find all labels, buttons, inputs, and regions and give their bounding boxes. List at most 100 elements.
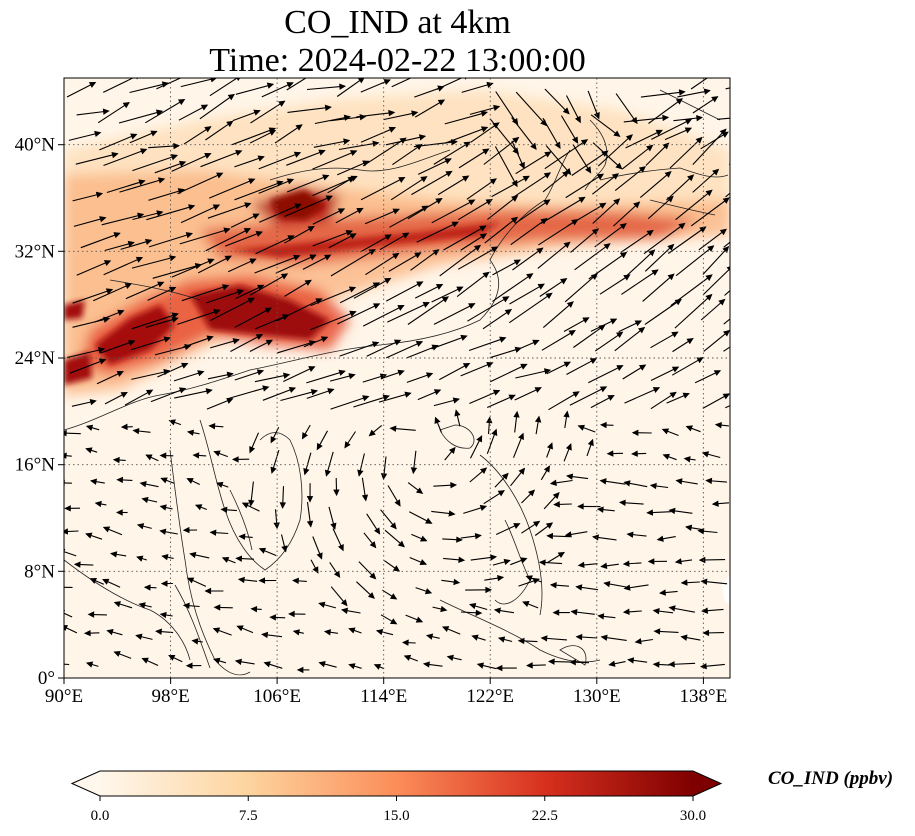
wind-vector-arrowhead bbox=[333, 570, 341, 578]
wind-vector-arrowhead bbox=[462, 362, 471, 369]
wind-vector-shaft bbox=[510, 218, 548, 246]
wind-vector-shaft bbox=[80, 232, 120, 249]
wind-vector-arrowhead bbox=[213, 657, 221, 664]
wind-vector-arrowhead bbox=[98, 358, 107, 365]
wind-vector-shaft bbox=[385, 281, 423, 302]
wind-vector-arrowhead bbox=[702, 629, 710, 637]
longitude-axis: 90°E 98°E 106°E 114°E 122°E 130°E 138°E bbox=[45, 678, 727, 707]
wind-vector-arrowhead bbox=[410, 467, 418, 475]
wind-vector-shaft bbox=[103, 148, 147, 167]
wind-vector-arrowhead bbox=[571, 219, 579, 226]
wind-vector-arrowhead bbox=[669, 391, 677, 399]
wind-vector-arrowhead bbox=[682, 392, 690, 399]
wind-vector-arrowhead bbox=[205, 388, 213, 395]
wind-vector-shaft bbox=[330, 395, 369, 410]
wind-vector-shaft bbox=[730, 195, 751, 217]
wind-vector-arrowhead bbox=[626, 531, 634, 538]
wind-vector-arrowhead bbox=[667, 243, 675, 251]
wind-vector-shaft bbox=[669, 137, 703, 169]
wind-vector-arrowhead bbox=[333, 489, 340, 497]
wind-vector-shaft bbox=[306, 370, 345, 384]
wind-vector-arrowhead bbox=[401, 639, 409, 646]
wind-vector-arrowhead bbox=[638, 364, 647, 371]
wind-vector-arrowhead bbox=[244, 202, 252, 209]
wind-vector-arrowhead bbox=[204, 152, 212, 159]
wind-vector-arrowhead bbox=[161, 554, 169, 561]
wind-vector-arrowhead bbox=[286, 178, 295, 185]
wind-vector-arrowhead bbox=[497, 636, 506, 643]
wind-vector-shaft bbox=[152, 264, 202, 279]
wind-vector-arrowhead bbox=[480, 110, 489, 117]
wind-vector-arrowhead bbox=[596, 173, 605, 180]
wind-vector-arrowhead bbox=[213, 309, 221, 316]
wind-vector-arrowhead bbox=[120, 391, 128, 398]
wind-vector-arrowhead bbox=[545, 292, 553, 300]
wind-vector-arrowhead bbox=[508, 394, 516, 401]
wind-vector-arrowhead bbox=[655, 129, 663, 136]
wind-vector-arrowhead bbox=[698, 556, 706, 564]
wind-vector-arrowhead bbox=[577, 561, 585, 569]
wind-vector-arrowhead bbox=[537, 283, 545, 290]
wind-vector-shaft bbox=[730, 131, 756, 147]
wind-vector-shaft bbox=[234, 307, 272, 328]
wind-vector-shaft bbox=[692, 169, 719, 193]
wind-vector-arrowhead bbox=[486, 361, 494, 368]
wind-vector-arrowhead bbox=[745, 334, 750, 339]
wind-vector-arrowhead bbox=[141, 496, 149, 504]
wind-vector-arrowhead bbox=[265, 339, 274, 346]
wind-vector-arrowhead bbox=[577, 424, 585, 431]
wind-vector-arrowhead bbox=[362, 395, 370, 402]
wind-vector-arrowhead bbox=[747, 365, 752, 370]
wind-vector-shaft bbox=[460, 362, 493, 377]
wind-vector-arrowhead bbox=[248, 499, 255, 507]
wind-vector-shaft bbox=[484, 216, 518, 244]
wind-vector-arrowhead bbox=[204, 126, 212, 133]
wind-vector-arrowhead bbox=[188, 204, 196, 211]
wind-vector-arrowhead bbox=[683, 456, 691, 463]
wind-vector-arrowhead bbox=[686, 337, 694, 345]
wind-vector-arrowhead bbox=[577, 503, 584, 510]
wind-vector-shaft bbox=[283, 366, 315, 382]
wind-vector-arrowhead bbox=[661, 428, 670, 435]
wind-vector-arrowhead bbox=[144, 238, 153, 246]
wind-vector-shaft bbox=[197, 255, 232, 274]
wind-vector-arrowhead bbox=[88, 81, 97, 88]
wind-vector-shaft bbox=[590, 114, 620, 137]
wind-vector-shaft bbox=[171, 258, 214, 278]
wind-vector-arrowhead bbox=[526, 662, 533, 669]
wind-vector-arrowhead bbox=[680, 634, 688, 641]
wind-vector-arrowhead bbox=[493, 104, 501, 112]
wind-vector-arrowhead bbox=[543, 465, 550, 473]
wind-vector-shaft bbox=[118, 110, 163, 124]
wind-vector-arrowhead bbox=[136, 555, 144, 562]
wind-vector-arrowhead bbox=[513, 259, 522, 266]
wind-vector-arrowhead bbox=[141, 657, 149, 664]
wind-vector-arrowhead bbox=[389, 618, 398, 625]
colorbar-tick-label: 7.5 bbox=[239, 808, 258, 824]
wind-vector-shaft bbox=[312, 150, 357, 170]
wind-vector-arrowhead bbox=[171, 312, 179, 319]
wind-vector-arrowhead bbox=[171, 316, 179, 323]
wind-vector-arrowhead bbox=[503, 558, 511, 566]
wind-vector-arrowhead bbox=[220, 506, 228, 514]
wind-vector-shaft bbox=[119, 178, 165, 193]
wind-vector-shaft bbox=[200, 150, 242, 168]
wind-vector-arrowhead bbox=[186, 429, 195, 436]
wind-vector-shaft bbox=[414, 99, 445, 118]
wind-vector-arrowhead bbox=[416, 281, 424, 288]
wind-vector-arrowhead bbox=[623, 584, 631, 591]
wind-vector-arrowhead bbox=[718, 298, 726, 306]
wind-vector-arrowhead bbox=[540, 635, 548, 642]
wind-vector-shaft bbox=[639, 171, 672, 199]
wind-vector-arrowhead bbox=[393, 339, 402, 346]
wind-vector-shaft bbox=[729, 381, 730, 383]
wind-vector-arrowhead bbox=[194, 504, 203, 511]
wind-vector-arrowhead bbox=[425, 633, 434, 640]
wind-vector-arrowhead bbox=[722, 393, 730, 400]
wind-vector-arrowhead bbox=[292, 577, 299, 585]
wind-vector-arrowhead bbox=[495, 664, 503, 672]
wind-vector-arrowhead bbox=[182, 526, 190, 534]
wind-vector-arrowhead bbox=[373, 663, 382, 670]
wind-vector-arrowhead bbox=[73, 561, 81, 568]
wind-vector-arrowhead bbox=[106, 628, 114, 636]
